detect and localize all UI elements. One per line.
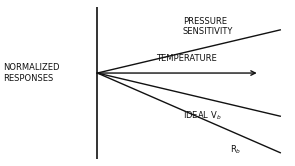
Text: PRESSURE
SENSITIVITY: PRESSURE SENSITIVITY	[183, 17, 233, 36]
Text: R$_b$: R$_b$	[230, 143, 242, 156]
Text: NORMALIZED
RESPONSES: NORMALIZED RESPONSES	[3, 63, 60, 83]
Text: TEMPERATURE: TEMPERATURE	[156, 54, 217, 63]
Text: IDEAL V$_b$: IDEAL V$_b$	[183, 110, 222, 123]
